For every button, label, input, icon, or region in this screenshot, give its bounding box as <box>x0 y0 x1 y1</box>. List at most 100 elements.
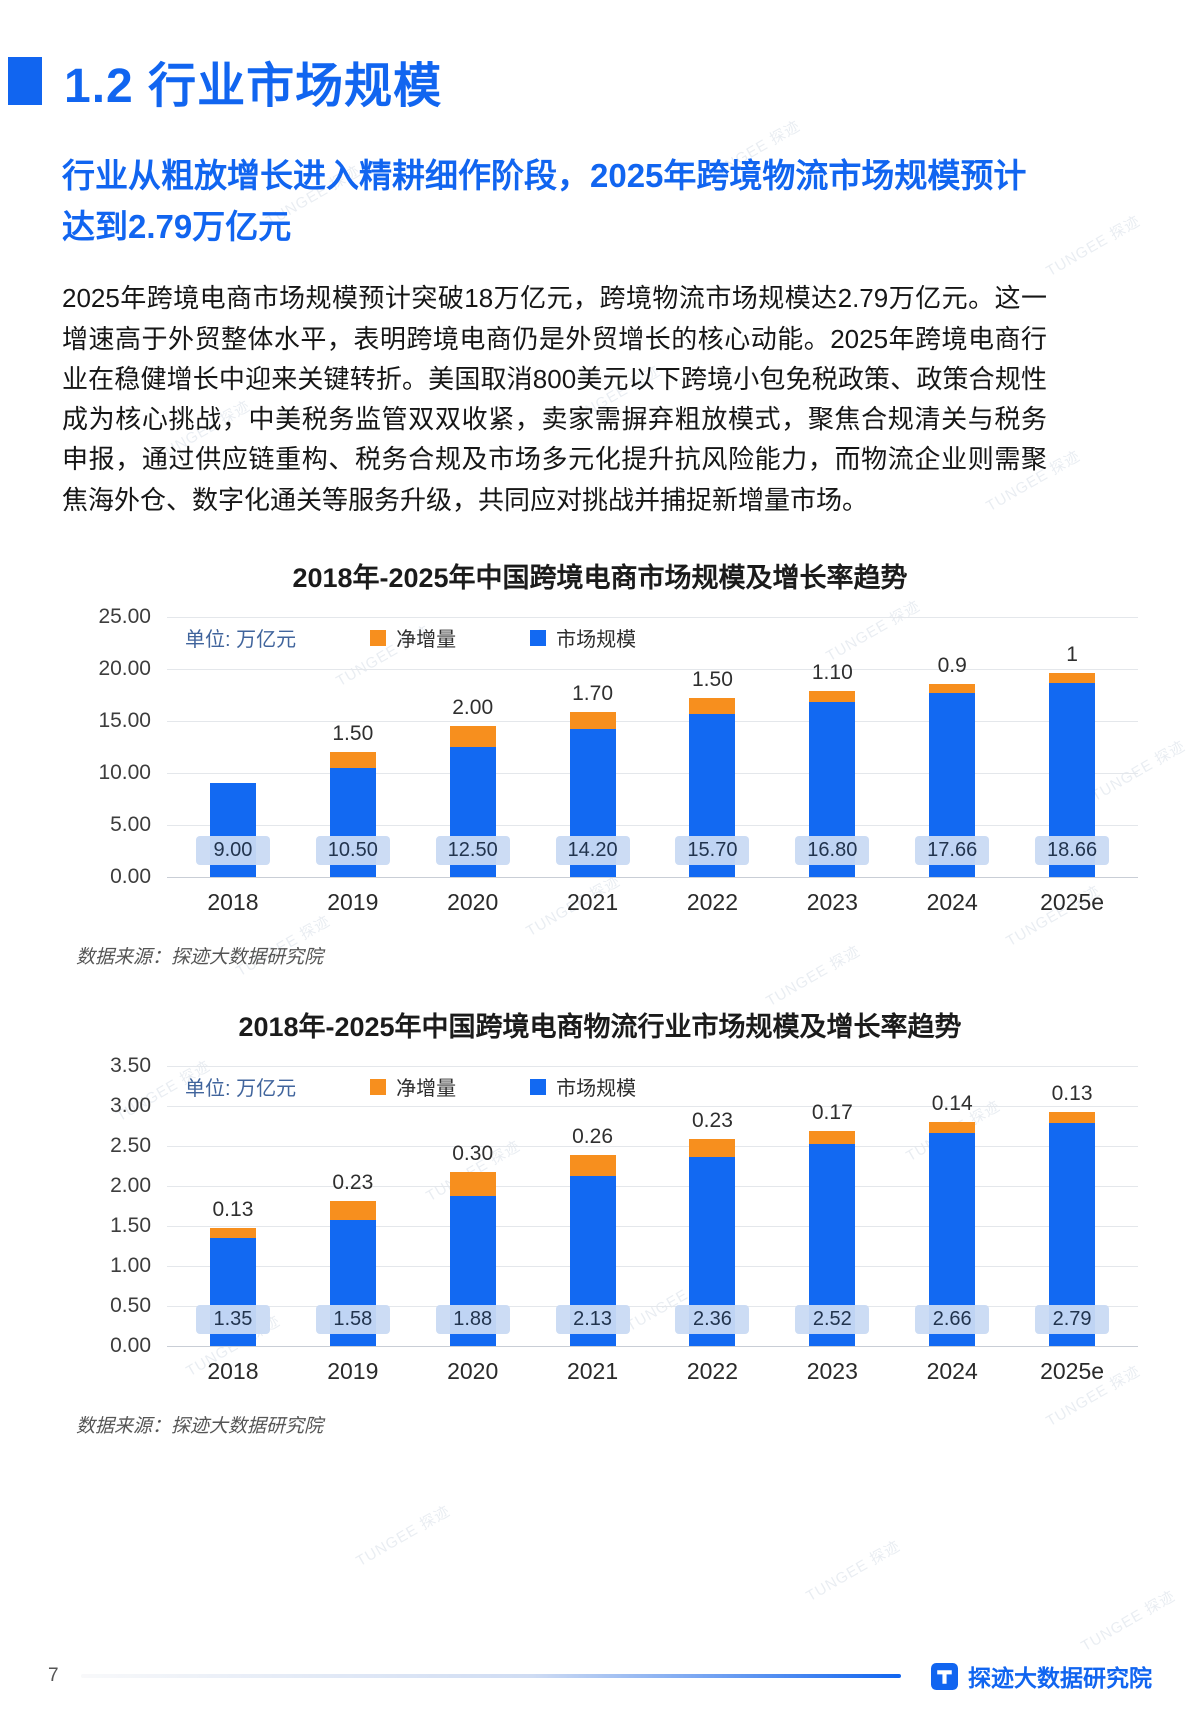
y-axis: 25.00 20.00 15.00 10.00 5.00 0.00 <box>62 605 167 888</box>
bar-slot: 9.00 <box>173 617 293 878</box>
bar-value-label: 12.50 <box>435 836 510 866</box>
increment-bar-segment <box>689 1138 736 1158</box>
unit-label: 单位: 万亿元 <box>185 629 297 652</box>
x-axis: 2018 2019 2020 2021 2022 2023 2024 2025e <box>167 877 1138 916</box>
y-axis-tick: 0.50 <box>110 1294 151 1318</box>
section-header: 1.2 行业市场规模 <box>8 46 1138 116</box>
bar-slot: 0.30 1.88 <box>413 1066 533 1347</box>
bar-value-label: 1.88 <box>435 1305 510 1335</box>
gridline <box>167 877 1138 879</box>
gridline <box>167 1346 1138 1348</box>
x-axis-label: 2025e <box>1040 889 1105 916</box>
x-axis-label: 2018 <box>207 1358 259 1385</box>
x-axis-label: 2018 <box>207 889 259 916</box>
legend-label: 净增量 <box>396 629 457 652</box>
increment-value-label: 0.26 <box>572 1124 613 1148</box>
x-axis-label: 2021 <box>566 889 619 916</box>
increment-bar-segment <box>809 1130 856 1145</box>
legend-item: 市场规模 <box>530 1072 636 1101</box>
increment-value-label: 0.17 <box>811 1100 853 1124</box>
data-source: 数据来源：探迹大数据研究院 <box>76 1416 324 1438</box>
increment-value-label: 1.50 <box>692 668 733 692</box>
y-axis: 3.50 3.00 2.50 2.00 1.50 1.00 0.50 0.00 <box>62 1054 167 1357</box>
brand-name: 探迹大数据研究院 <box>968 1665 1152 1691</box>
plot-row: 25.00 20.00 15.00 10.00 5.00 0.00 单位: 万亿元 净增量 市场… <box>62 605 1138 888</box>
watermark-text: TUNGEE 探迹 <box>353 1502 454 1571</box>
gridline <box>167 1066 1138 1068</box>
gridline <box>167 1186 1138 1188</box>
increment-value-label: 0.13 <box>212 1197 254 1221</box>
x-axis-label: 2020 <box>447 1358 499 1385</box>
increment-bar-segment <box>1049 1112 1096 1123</box>
legend-label: 市场规模 <box>556 629 637 652</box>
bar-value-label: 1.58 <box>315 1305 390 1335</box>
x-axis: 2018 2019 2020 2021 2022 2023 2024 2025e <box>167 1346 1138 1385</box>
bar-slot: 1.10 16.80 <box>772 617 892 878</box>
increment-bar-segment <box>1049 672 1096 683</box>
y-axis-tick: 3.00 <box>110 1094 151 1118</box>
x-axis-label: 2023 <box>806 889 858 916</box>
bar-value-label: 2.66 <box>915 1305 990 1335</box>
x-axis-label: 2020 <box>447 889 499 916</box>
increment-value-label: 0.30 <box>452 1141 494 1165</box>
increment-value-label: 2.00 <box>452 696 494 720</box>
y-axis-tick: 2.50 <box>110 1134 151 1158</box>
chart-title: 2018年-2025年中国跨境电商市场规模及增长率趋势 <box>292 563 908 594</box>
section-title: 1.2 行业市场规模 <box>64 60 443 113</box>
gridline <box>167 721 1138 723</box>
increment-value-label: 0.14 <box>931 1092 973 1116</box>
bar-value-label: 9.00 <box>195 836 270 866</box>
increment-bar-segment <box>209 1227 256 1239</box>
gridline <box>167 825 1138 827</box>
x-axis-label: 2021 <box>566 1358 619 1385</box>
chart-plot-area: 3.50 3.00 2.50 2.00 1.50 1.00 0.50 0.00 单位: 万亿元 净… <box>62 1054 1138 1385</box>
increment-value-label: 0.23 <box>692 1108 733 1132</box>
bar-slot: 0.17 2.52 <box>772 1066 892 1347</box>
x-axis-label: 2025e <box>1040 1358 1105 1385</box>
footer-divider <box>80 1674 901 1678</box>
bar-value-label: 16.80 <box>795 836 870 866</box>
x-axis-label: 2024 <box>926 889 978 916</box>
bar-value-label: 17.66 <box>915 836 990 866</box>
bar-value-label: 15.70 <box>675 836 750 866</box>
data-source: 数据来源：探迹大数据研究院 <box>76 947 324 969</box>
bar-slot: 0.26 2.13 <box>533 1066 653 1347</box>
gridline <box>167 1266 1138 1268</box>
x-axis-label: 2023 <box>806 1358 858 1385</box>
bar-slot: 1 18.66 <box>1012 617 1132 878</box>
watermark-text: TUNGEE 探迹 <box>1078 1587 1179 1656</box>
bars-row: 9.00 1.50 10.50 2.00 12.50 1.70 14.20 1.50 15.70… <box>167 617 1138 878</box>
chart-legend: 单位: 万亿元 净增量 市场规模 <box>185 1072 636 1101</box>
y-axis-tick: 5.00 <box>110 813 151 837</box>
bar-value-label: 18.66 <box>1035 836 1110 866</box>
bar-slot: 0.23 2.36 <box>653 1066 773 1347</box>
gridline <box>167 1146 1138 1148</box>
increment-bar-segment <box>689 698 736 714</box>
increment-bar-segment <box>569 1154 616 1176</box>
legend-item: 净增量 <box>370 1072 456 1101</box>
increment-value-label: 0.9 <box>937 654 967 678</box>
increment-bar-segment <box>449 1171 496 1196</box>
bars-row: 0.13 1.35 0.23 1.58 0.30 1.88 0.26 2.13 0.23 2.36… <box>167 1066 1138 1347</box>
bar-value-label: 2.36 <box>675 1305 750 1335</box>
legend-swatch <box>370 629 387 646</box>
increment-bar-segment <box>449 726 496 748</box>
increment-bar-segment <box>329 1201 376 1220</box>
increment-bar-segment <box>929 684 976 694</box>
bar-slot: 1.70 14.20 <box>533 617 653 878</box>
x-axis-label: 2022 <box>686 1358 739 1385</box>
y-axis-tick: 3.50 <box>110 1054 151 1078</box>
page-number: 7 <box>48 1665 59 1686</box>
increment-bar-segment <box>569 711 616 730</box>
bar-slot: 2.00 12.50 <box>413 617 533 878</box>
increment-value-label: 1 <box>1066 642 1078 666</box>
gridline <box>167 773 1138 775</box>
page-content: 1.2 行业市场规模 行业从粗放增长进入精耕细作阶段，2025年跨境物流市场规模… <box>8 46 1138 1438</box>
body-paragraph: 2025年跨境电商市场规模预计突破18万亿元，跨境物流市场规模达2.79万亿元。… <box>62 283 1047 515</box>
section-marker <box>8 57 42 105</box>
watermark-text: TUNGEE 探迹 <box>803 1537 904 1606</box>
legend-item: 市场规模 <box>530 623 636 652</box>
legend-label: 净增量 <box>396 1078 457 1101</box>
increment-bar-segment <box>329 752 376 768</box>
